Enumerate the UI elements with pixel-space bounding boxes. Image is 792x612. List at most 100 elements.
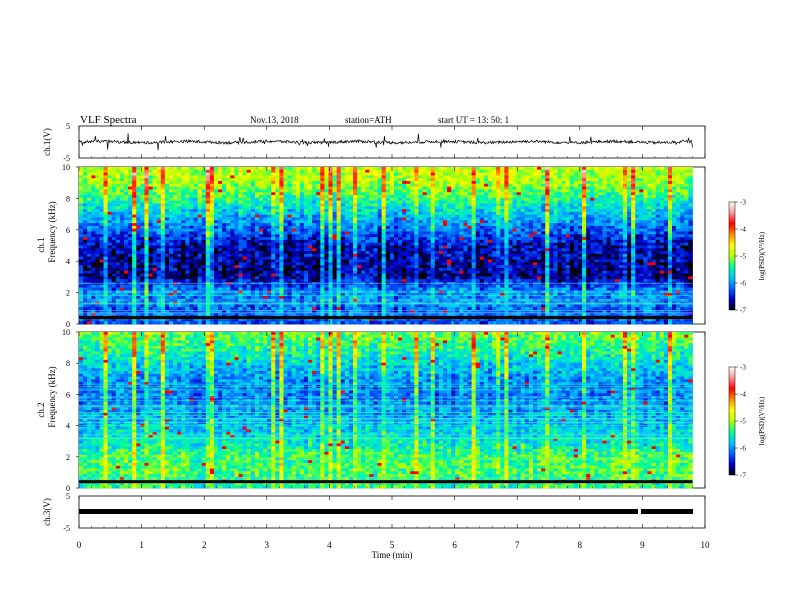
spectrogram-cell [107,223,113,227]
spectrogram-cell [115,175,121,179]
spectrogram-cell [238,251,243,255]
spectrogram-cell [381,267,387,272]
spectrogram-cell [398,242,403,246]
spectrogram-cell [242,234,248,238]
spectrogram-cell [238,259,243,263]
spectrogram-cell [185,307,190,311]
spectrogram-cell [136,304,141,308]
spectrogram-cell [87,220,92,224]
spectrogram-cell [369,270,374,274]
spectrogram-cell [103,172,109,176]
spectrogram-cell [406,267,411,272]
spectrogram-cell [406,211,411,216]
spectrogram-cell [107,267,113,272]
spectrogram-cell [254,270,260,274]
spectrogram-cell [287,293,293,297]
spectrogram-cell [218,301,223,305]
spectrogram-cell [144,234,149,238]
spectrogram-cell [263,231,268,235]
spectrogram-cell [344,276,350,280]
spectrogram-cell [152,186,158,190]
spectrogram-cell [291,270,297,274]
spectrogram-cell [361,183,366,188]
spectrogram-cell [238,203,243,207]
spectrogram-cell [275,301,280,305]
spectrogram-cell [426,178,432,182]
spectrogram-cell [340,183,346,188]
spectrogram-cell [320,178,325,182]
spectrogram-cell [136,195,141,199]
spectrogram-cell [365,281,370,286]
spectrogram-cell [254,265,260,269]
spectrogram-cell [316,312,321,316]
spectrogram-cell [250,178,256,182]
spectrogram-cell [119,242,125,246]
spectrogram-cell [381,309,387,314]
spectrogram-cell [393,167,399,171]
spectrogram-cell [369,211,374,216]
spectrogram-cell [332,284,338,288]
spectrogram-cell [144,197,149,202]
spectrogram-cell [308,281,313,286]
spectrogram-cell [389,189,395,193]
spectrogram-cell [430,209,436,213]
spectrogram-cell [152,262,158,266]
spectrogram-cell [369,248,374,252]
spectrogram-cell [398,203,403,207]
spectrogram-cell [348,304,354,308]
spectrogram-cell [107,192,113,196]
spectrogram-cell [107,167,113,171]
spectrogram-cell [308,178,313,182]
spectrogram-cell [287,239,293,244]
spectrogram-cell [238,276,243,280]
spectrogram-cell [115,195,121,199]
spectrogram-cell [377,259,383,263]
spectrogram-cell [250,298,256,302]
spectrogram-cell [295,318,301,322]
spectrogram-cell [128,281,133,286]
spectrogram-cell [373,293,378,297]
spectrogram-cell [402,309,407,314]
spectrogram-cell [434,172,440,176]
spectrogram-cell [99,321,104,325]
spectrogram-cell [365,295,370,300]
spectrogram-cell [348,223,354,227]
spectrogram-cell [87,245,92,249]
spectrogram-cell [426,203,432,207]
spectrogram-cell [119,186,125,190]
spectrogram-cell [79,206,84,210]
spectrogram-cell [312,231,317,235]
spectrogram-cell [344,175,350,179]
spectrogram-cell [218,228,223,232]
spectrogram-cell [201,197,207,202]
spectrogram-cell [283,312,288,316]
spectrogram-cell [197,281,203,286]
spectrogram-cell [250,259,256,263]
spectrogram-cell [263,253,268,258]
spectrogram-cell [197,262,203,266]
spectrogram-cell [99,206,104,210]
spectrogram-cell [99,242,104,246]
spectrogram-cell [353,214,358,218]
spectrogram-cell [226,186,231,190]
spectrogram-cell [377,287,383,291]
spectrogram-cell [263,178,268,182]
spectrogram-cell [283,223,288,227]
spectrogram-cell [373,186,378,190]
spectrogram-cell [136,206,141,210]
spectrogram-cell [230,200,235,204]
spectrogram-cell [230,237,235,241]
spectrogram-cell [410,253,415,258]
spectrogram-cell [258,276,264,280]
spectrogram-cell [132,220,137,224]
spectrogram-cell [324,312,329,316]
spectrogram-cell [103,270,109,274]
spectrogram-cell [357,239,362,244]
spectrogram-cell [246,228,252,232]
spectrogram-cell [254,304,260,308]
spectrogram-cell [275,239,280,244]
spectrogram-cell [87,225,92,230]
spectrogram-cell [422,175,428,179]
spectrogram-cell [209,195,215,199]
spectrogram-cell [340,192,346,196]
